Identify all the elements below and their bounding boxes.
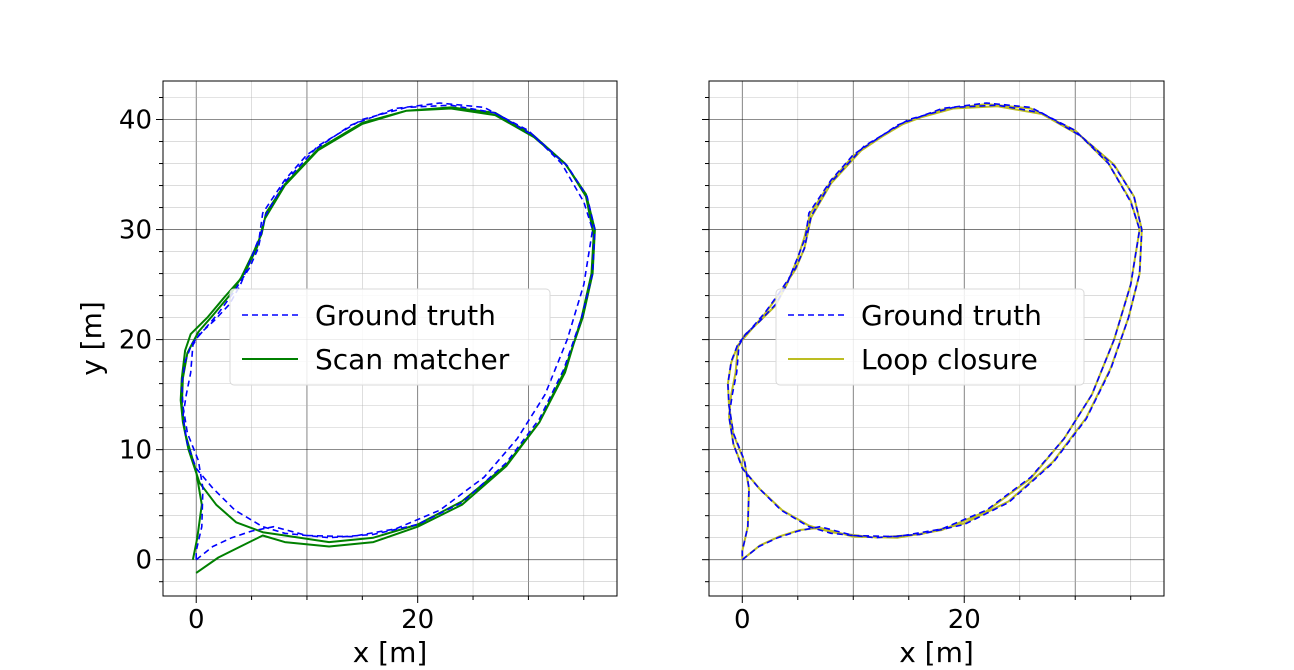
left-x-axis-label: x [m]: [353, 636, 428, 669]
x-tick-label: 20: [401, 605, 434, 635]
y-tick-label: 30: [119, 216, 152, 246]
right-series: [726, 102, 1143, 561]
x-tick-label: 0: [734, 605, 751, 635]
left-series-scan-matcher: [179, 106, 596, 574]
y-tick-label: 0: [135, 546, 152, 576]
right-legend-loop-closure-label: Loop closure: [861, 343, 1038, 376]
left-legend-scan-matcher-label: Scan matcher: [315, 343, 510, 376]
left-axes-frame: [162, 80, 618, 597]
left-series-ground-truth: [181, 102, 596, 561]
right-series-ground-truth: [727, 102, 1143, 561]
y-tick-label: 40: [119, 106, 152, 136]
x-tick-label: 20: [948, 605, 981, 635]
left-axis-ticks: 0 20 0 10 20 30 40: [119, 97, 585, 635]
right-legend: Ground truth Loop closure: [775, 288, 1085, 386]
left-series: [179, 102, 596, 574]
right-legend-ground-truth-label: Ground truth: [861, 299, 1042, 332]
left-chart-panel: 0 20 0 10 20 30 40 x [m] y [m] Ground truth Sc…: [75, 80, 618, 669]
right-axis-ticks: 0 20: [702, 97, 1132, 635]
y-tick-label: 20: [119, 326, 152, 356]
x-tick-label: 0: [188, 605, 205, 635]
y-tick-label: 10: [119, 436, 152, 466]
right-axes-frame: [708, 80, 1165, 597]
right-x-axis-label: x [m]: [899, 636, 974, 669]
right-chart-panel: 0 20 x [m] Ground truth Loop closure: [702, 80, 1165, 669]
right-legend-box: [775, 288, 1085, 386]
left-legend-box: [229, 288, 551, 386]
left-legend: Ground truth Scan matcher: [229, 288, 551, 386]
left-y-axis-label: y [m]: [75, 301, 108, 376]
left-legend-ground-truth-label: Ground truth: [315, 299, 496, 332]
